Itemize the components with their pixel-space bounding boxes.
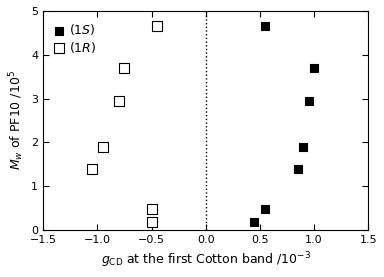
(1$\it{S}$) — [262, 207, 268, 211]
(1$\it{S}$) — [262, 24, 268, 29]
Legend: (1$\it{S}$), (1$\it{R}$): (1$\it{S}$), (1$\it{R}$) — [50, 17, 102, 60]
(1$\it{S}$) — [311, 66, 317, 70]
(1$\it{R}$) — [149, 207, 155, 211]
(1$\it{S}$) — [295, 166, 301, 171]
(1$\it{S}$) — [306, 99, 312, 103]
(1$\it{R}$) — [149, 220, 155, 224]
(1$\it{R}$) — [121, 66, 127, 70]
Y-axis label: $M_w$ of PF10 $/10^5$: $M_w$ of PF10 $/10^5$ — [7, 71, 26, 170]
(1$\it{R}$) — [116, 99, 122, 103]
X-axis label: $g_{\rm CD}$ at the first Cotton band $/10^{-3}$: $g_{\rm CD}$ at the first Cotton band $/… — [101, 250, 311, 270]
(1$\it{R}$) — [154, 24, 160, 29]
(1$\it{R}$) — [100, 145, 106, 149]
(1$\it{S}$) — [252, 220, 258, 224]
(1$\it{R}$) — [89, 166, 95, 171]
(1$\it{S}$) — [300, 145, 306, 149]
